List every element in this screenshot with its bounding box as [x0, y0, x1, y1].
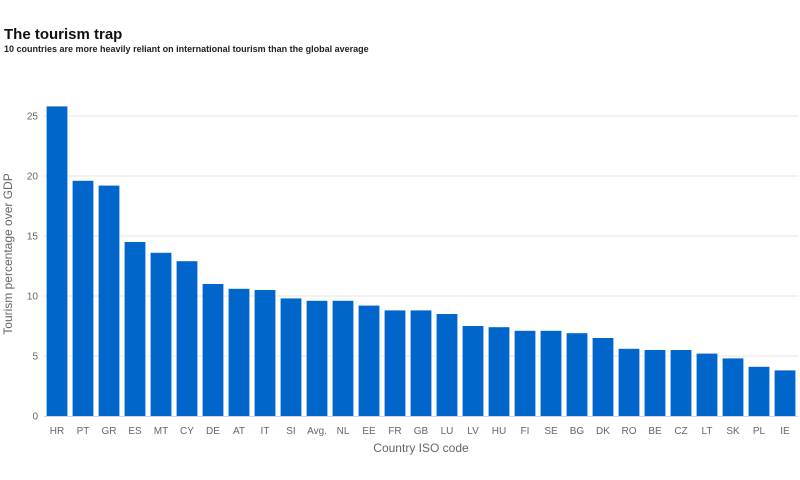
x-tick-label: BE	[648, 426, 662, 437]
x-axis-ticks: HR PT GR ES MT CY DE AT IT SI Avg. NL EE FR GB LU LV HU FI…	[50, 426, 790, 437]
bar-se[interactable]	[540, 330, 562, 416]
x-tick-label: SE	[544, 426, 558, 437]
x-tick-label: LT	[702, 426, 713, 437]
bar-it[interactable]	[254, 290, 276, 416]
x-tick-label: PT	[77, 426, 90, 437]
y-tick-label: 15	[27, 232, 39, 243]
x-tick-label: IE	[780, 426, 790, 437]
bar-be[interactable]	[644, 350, 666, 416]
bar-avg[interactable]	[306, 300, 328, 416]
bar-lt[interactable]	[696, 353, 718, 416]
x-tick-label: CZ	[674, 426, 687, 437]
x-tick-label: HR	[50, 426, 64, 437]
bar-mt[interactable]	[150, 252, 172, 416]
x-tick-label: LV	[467, 426, 479, 437]
x-tick-label: MT	[154, 426, 168, 437]
x-tick-label: GB	[414, 426, 429, 437]
x-tick-label: NL	[337, 426, 350, 437]
x-tick-label: SK	[726, 426, 740, 437]
bar-hr[interactable]	[46, 106, 68, 417]
y-axis-title: Tourism percentage over GDP	[1, 173, 15, 334]
x-tick-label: DE	[206, 426, 220, 437]
bar-ee[interactable]	[358, 305, 380, 416]
x-tick-label: PL	[753, 426, 766, 437]
bar-fr[interactable]	[384, 310, 406, 416]
bar-at[interactable]	[228, 288, 250, 416]
x-tick-label: HU	[492, 426, 506, 437]
y-tick-label: 10	[27, 292, 39, 303]
bar-lu[interactable]	[436, 314, 458, 416]
bar-bg[interactable]	[566, 333, 588, 416]
bar-pt[interactable]	[72, 180, 94, 416]
x-tick-label: AT	[233, 426, 245, 437]
bar-es[interactable]	[124, 242, 146, 416]
y-tick-label: 20	[27, 172, 39, 183]
bar-cz[interactable]	[670, 350, 692, 416]
x-axis-title: Country ISO code	[373, 441, 469, 455]
x-tick-label: FR	[388, 426, 401, 437]
y-tick-label: 0	[32, 412, 38, 423]
x-tick-label: BG	[570, 426, 585, 437]
bar-gb[interactable]	[410, 310, 432, 416]
bar-de[interactable]	[202, 284, 224, 416]
bar-hu[interactable]	[488, 327, 510, 416]
bar-pl[interactable]	[748, 366, 770, 416]
chart-subtitle: 10 countries are more heavily reliant on…	[4, 44, 369, 54]
x-tick-label: RO	[622, 426, 637, 437]
bar-dk[interactable]	[592, 338, 614, 416]
bar-lv[interactable]	[462, 326, 484, 416]
x-tick-label: SI	[286, 426, 295, 437]
y-tick-label: 5	[32, 352, 38, 363]
bar-ie[interactable]	[774, 370, 796, 416]
bar-ro[interactable]	[618, 348, 640, 416]
x-tick-label: GR	[102, 426, 117, 437]
x-tick-label: EE	[362, 426, 376, 437]
x-tick-label: LU	[441, 426, 454, 437]
bar-si[interactable]	[280, 298, 302, 416]
bar-fi[interactable]	[514, 330, 536, 416]
x-tick-label: Avg.	[307, 426, 327, 437]
bar-gr[interactable]	[98, 185, 120, 416]
x-tick-label: CY	[180, 426, 194, 437]
bar-sk[interactable]	[722, 358, 744, 416]
x-tick-label: DK	[596, 426, 610, 437]
x-tick-label: FI	[521, 426, 530, 437]
x-tick-label: IT	[261, 426, 270, 437]
bars	[46, 106, 796, 417]
chart-title: The tourism trap	[4, 26, 123, 43]
bar-nl[interactable]	[332, 300, 354, 416]
y-axis-ticks: 0 5 10 15 20 25	[27, 112, 39, 423]
y-tick-label: 25	[27, 112, 39, 123]
x-tick-label: ES	[128, 426, 142, 437]
bar-cy[interactable]	[176, 261, 198, 416]
